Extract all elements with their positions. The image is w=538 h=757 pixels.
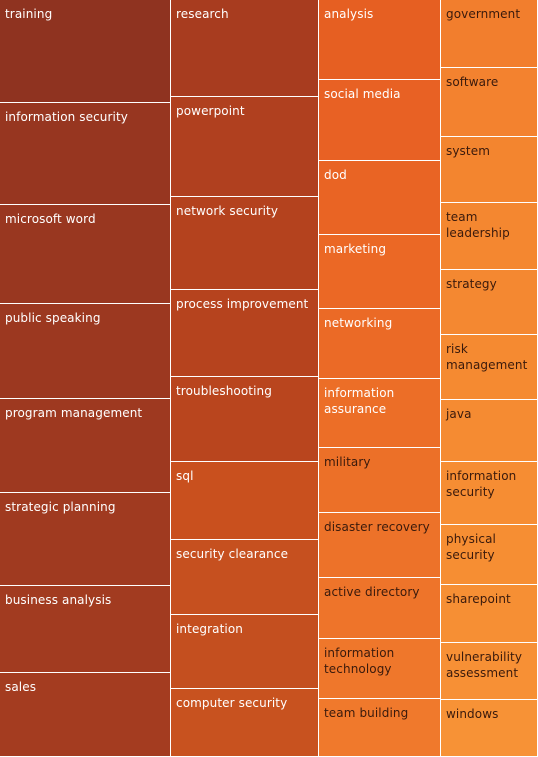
treemap-tile-label: information security — [5, 110, 128, 124]
treemap-tile-label: information technology — [324, 646, 395, 676]
treemap-tile[interactable]: software — [441, 68, 538, 137]
treemap-tile[interactable]: team leadership — [441, 203, 538, 270]
treemap-tile-label: risk management — [446, 342, 528, 372]
treemap-tile-label: military — [324, 455, 371, 469]
treemap-tile[interactable]: process improvement — [171, 290, 319, 377]
treemap-tile-label: government — [446, 7, 521, 21]
treemap-tile[interactable]: microsoft word — [0, 205, 171, 304]
treemap-tile[interactable]: integration — [171, 615, 319, 689]
treemap-tile-label: strategic planning — [5, 500, 116, 514]
treemap-tile[interactable]: troubleshooting — [171, 377, 319, 462]
treemap-tile-label: sharepoint — [446, 592, 511, 606]
treemap-tile-label: troubleshooting — [176, 384, 272, 398]
treemap-tile-label: business analysis — [5, 593, 112, 607]
treemap-tile-label: program management — [5, 406, 143, 420]
treemap-tile[interactable]: social media — [319, 80, 441, 161]
treemap-tile[interactable]: powerpoint — [171, 97, 319, 197]
treemap-tile[interactable]: system — [441, 137, 538, 203]
treemap-tile-label: java — [446, 407, 472, 421]
treemap-tile-label: public speaking — [5, 311, 101, 325]
treemap-tile-label: social media — [324, 87, 401, 101]
treemap-tile[interactable]: information technology — [319, 639, 441, 699]
treemap-tile[interactable]: sharepoint — [441, 585, 538, 643]
treemap-tile[interactable]: active directory — [319, 578, 441, 639]
treemap-tile[interactable]: government — [441, 0, 538, 68]
treemap-tile-label: dod — [324, 168, 347, 182]
treemap-tile-label: computer security — [176, 696, 288, 710]
treemap-tile-label: sales — [5, 680, 37, 694]
treemap-tile-label: vulnerability assessment — [446, 650, 523, 680]
treemap-tile[interactable]: program management — [0, 399, 171, 493]
treemap-tile[interactable]: public speaking — [0, 304, 171, 399]
treemap-tile[interactable]: networking — [319, 309, 441, 379]
treemap-tile-label: software — [446, 75, 499, 89]
treemap-tile-label: research — [176, 7, 229, 21]
treemap-tile[interactable]: information security — [0, 103, 171, 205]
treemap-tile[interactable]: strategic planning — [0, 493, 171, 586]
treemap-tile-label: team leadership — [446, 210, 510, 240]
treemap-tile-label: networking — [324, 316, 393, 330]
treemap-tile[interactable]: military — [319, 448, 441, 513]
treemap-tile-label: marketing — [324, 242, 387, 256]
treemap-tile-label: training — [5, 7, 53, 21]
treemap-tile[interactable]: marketing — [319, 235, 441, 309]
treemap-tile[interactable]: vulnerability assessment — [441, 643, 538, 700]
treemap-tile[interactable]: dod — [319, 161, 441, 235]
treemap-tile[interactable]: sales — [0, 673, 171, 757]
treemap-tile[interactable]: information security — [441, 462, 538, 525]
treemap-tile-label: process improvement — [176, 297, 309, 311]
treemap-tile-label: team building — [324, 706, 409, 720]
treemap-tile[interactable]: analysis — [319, 0, 441, 80]
treemap-tile[interactable]: risk management — [441, 335, 538, 400]
treemap-tile-label: system — [446, 144, 490, 158]
treemap-tile-label: sql — [176, 469, 194, 483]
treemap-tile[interactable]: computer security — [171, 689, 319, 757]
treemap-tile-label: information assurance — [324, 386, 395, 416]
treemap-tile-label: integration — [176, 622, 244, 636]
treemap-tile-label: information security — [446, 469, 517, 499]
treemap-tile-label: disaster recovery — [324, 520, 430, 534]
treemap-tile[interactable]: research — [171, 0, 319, 97]
treemap-tile[interactable]: training — [0, 0, 171, 103]
treemap-tile-label: network security — [176, 204, 279, 218]
treemap-tile[interactable]: information assurance — [319, 379, 441, 448]
treemap-tile[interactable]: disaster recovery — [319, 513, 441, 578]
treemap-tile-label: microsoft word — [5, 212, 96, 226]
treemap-tile-label: powerpoint — [176, 104, 245, 118]
treemap-tile[interactable]: security clearance — [171, 540, 319, 615]
treemap-tile[interactable]: sql — [171, 462, 319, 540]
treemap-tile[interactable]: business analysis — [0, 586, 171, 673]
treemap-tile[interactable]: physical security — [441, 525, 538, 585]
treemap-tile[interactable]: strategy — [441, 270, 538, 335]
treemap-tile[interactable]: team building — [319, 699, 441, 757]
treemap-tile-label: security clearance — [176, 547, 289, 561]
treemap-tile[interactable]: windows — [441, 700, 538, 757]
treemap-tile-label: active directory — [324, 585, 420, 599]
treemap-tile-label: windows — [446, 707, 499, 721]
treemap-tile-label: analysis — [324, 7, 374, 21]
treemap-tile-label: strategy — [446, 277, 497, 291]
treemap-tile-label: physical security — [446, 532, 496, 562]
treemap-tile[interactable]: java — [441, 400, 538, 462]
treemap-tile[interactable]: network security — [171, 197, 319, 290]
